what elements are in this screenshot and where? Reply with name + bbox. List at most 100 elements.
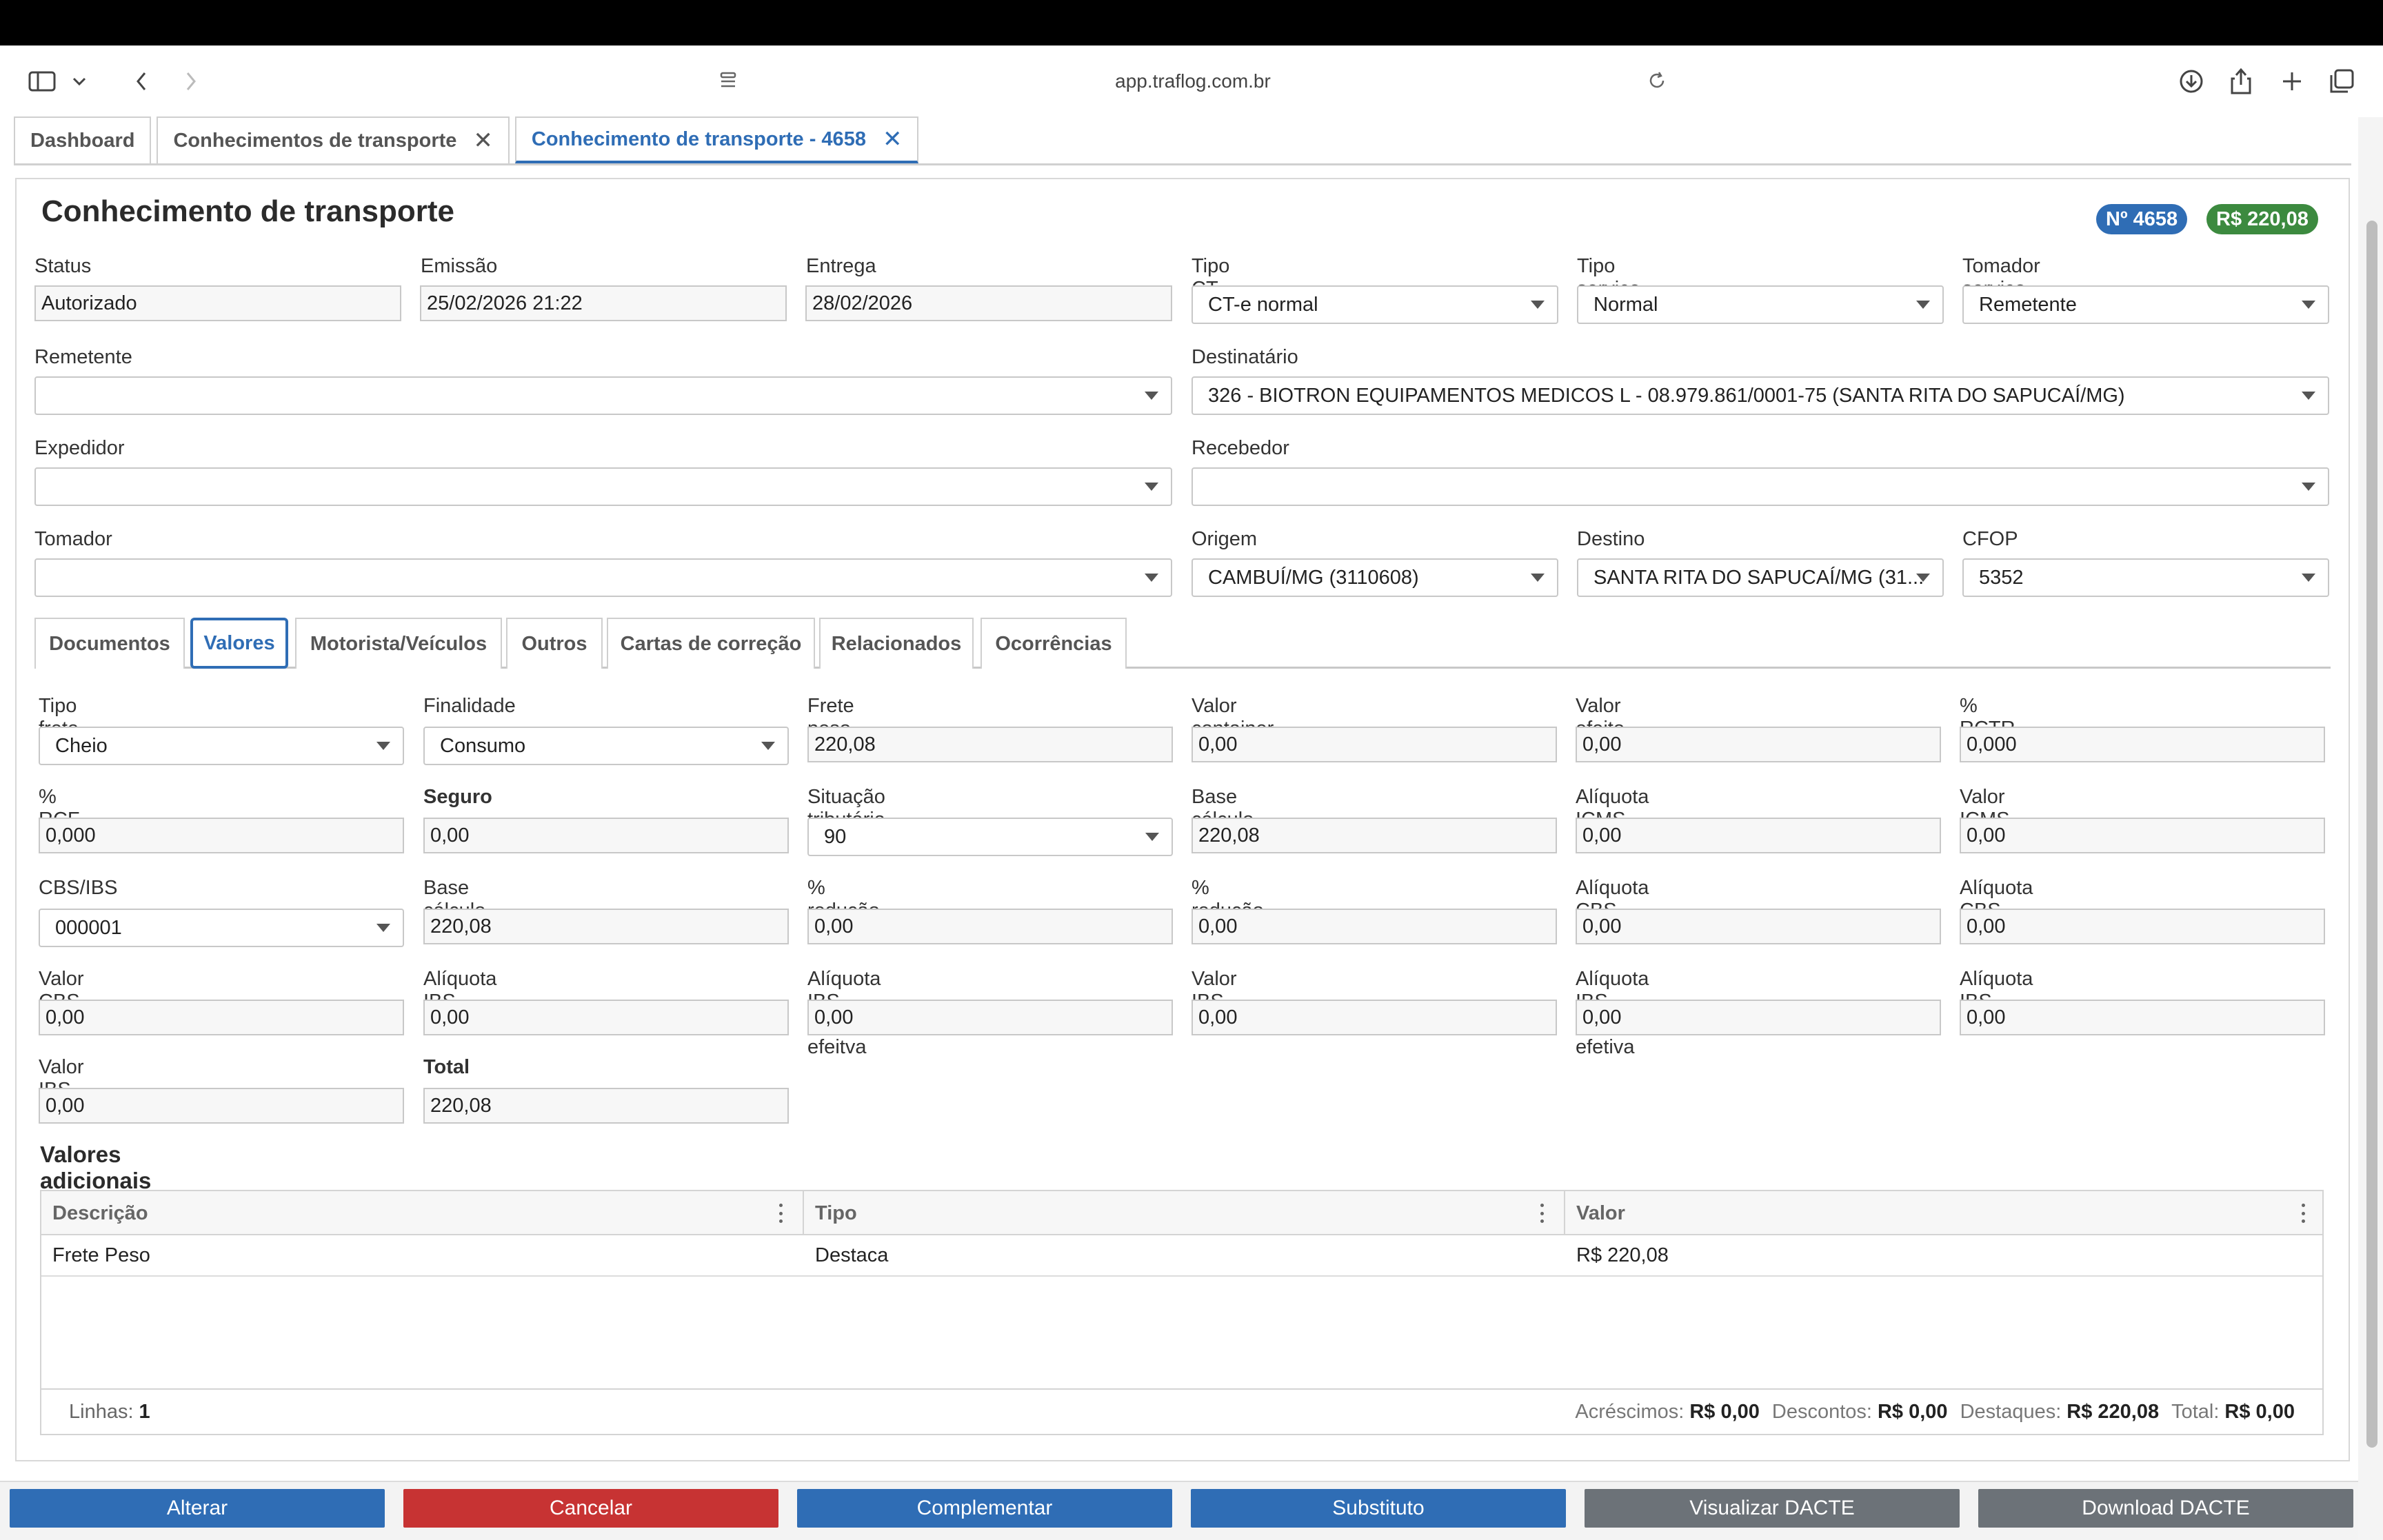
rcf-dc-field[interactable]: 0,000 bbox=[39, 818, 404, 853]
column-header-descricao[interactable]: Descrição bbox=[41, 1191, 148, 1235]
aliquota-cbs-efetiva-field[interactable]: 0,00 bbox=[1960, 909, 2325, 944]
origem-select[interactable]: CAMBUÍ/MG (3110608) bbox=[1192, 558, 1558, 597]
tab-dashboard[interactable]: Dashboard bbox=[14, 116, 152, 163]
column-divider[interactable] bbox=[1564, 1191, 1565, 1235]
total-field[interactable]: 220,08 bbox=[423, 1088, 789, 1124]
column-divider[interactable] bbox=[803, 1191, 804, 1235]
grid-totals: Acréscimos: R$ 0,00 Descontos: R$ 0,00 Des… bbox=[1575, 1390, 2295, 1434]
reload-icon[interactable] bbox=[1647, 70, 1667, 94]
scrollbar-thumb[interactable] bbox=[2366, 221, 2377, 1448]
tab-outros[interactable]: Outros bbox=[506, 618, 603, 669]
reducao-ibs-field[interactable]: 0,00 bbox=[1192, 909, 1557, 944]
column-label: Descrição bbox=[52, 1202, 148, 1224]
sidebar-icon[interactable] bbox=[26, 65, 58, 98]
grid-header: Descrição Tipo Valor bbox=[41, 1191, 2322, 1235]
rctr-c-field[interactable]: 0,000 bbox=[1960, 727, 2325, 762]
back-icon[interactable] bbox=[131, 65, 152, 98]
row-count: Linhas: 1 bbox=[69, 1390, 150, 1434]
cbs-ibs-select[interactable]: 000001 bbox=[39, 909, 404, 947]
cancelar-button[interactable]: Cancelar bbox=[403, 1489, 778, 1528]
chevron-down-icon bbox=[2302, 574, 2315, 582]
aliquota-icms-field[interactable]: 0,00 bbox=[1576, 818, 1941, 853]
situacao-tributaria-value: 90 bbox=[824, 825, 847, 848]
chevron-down-icon bbox=[2302, 483, 2315, 491]
action-bar: Alterar Cancelar Complementar Substituto… bbox=[0, 1481, 2358, 1540]
tipo-servico-select[interactable]: Normal bbox=[1577, 285, 1944, 324]
tab-conhecimento-4658[interactable]: Conhecimento de transporte - 4658 ✕ bbox=[514, 116, 919, 163]
chevron-down-icon bbox=[1531, 574, 1545, 582]
column-header-valor[interactable]: Valor bbox=[1565, 1191, 1625, 1235]
valores-adicionais-title: Valores adicionais bbox=[40, 1142, 152, 1193]
frete-peso-field[interactable]: 220,08 bbox=[807, 727, 1173, 762]
close-icon[interactable]: ✕ bbox=[473, 128, 493, 154]
aliquota-cbs-field[interactable]: 0,00 bbox=[1576, 909, 1941, 944]
close-icon[interactable]: ✕ bbox=[882, 126, 903, 152]
column-menu-icon[interactable] bbox=[1539, 1204, 1545, 1223]
cfop-select[interactable]: 5352 bbox=[1962, 558, 2329, 597]
tab-label: Motorista/Veículos bbox=[310, 632, 487, 655]
base-calculo-icms-field[interactable]: 220,08 bbox=[1192, 818, 1557, 853]
tab-label: Conhecimento de transporte - 4658 bbox=[531, 128, 866, 150]
aliquota-ibs-cidade-efetiva-field[interactable]: 0,00 bbox=[1576, 1000, 1941, 1035]
table-row[interactable]: Frete Peso Destaca R$ 220,08 bbox=[41, 1235, 2322, 1277]
entrega-field[interactable]: 28/02/2026 bbox=[805, 285, 1172, 321]
chevron-down-icon[interactable] bbox=[69, 65, 90, 98]
column-header-tipo[interactable]: Tipo bbox=[804, 1191, 857, 1235]
visualizar-dacte-button[interactable]: Visualizar DACTE bbox=[1585, 1489, 1960, 1528]
seguro-field[interactable]: 0,00 bbox=[423, 818, 789, 853]
column-label: Tipo bbox=[815, 1202, 857, 1224]
tab-conhecimentos[interactable]: Conhecimentos de transporte ✕ bbox=[157, 116, 510, 163]
valor-ibs-cidade-field[interactable]: 0,00 bbox=[39, 1088, 404, 1124]
descontos-value: R$ 0,00 bbox=[1877, 1400, 1948, 1423]
tabs-overview-icon[interactable] bbox=[2328, 65, 2355, 98]
address-bar[interactable]: app.traflog.com.br bbox=[710, 59, 1676, 103]
number-badge: Nº 4658 bbox=[2096, 204, 2188, 234]
destino-select[interactable]: SANTA RITA DO SAPUCAÍ/MG (31... bbox=[1577, 558, 1944, 597]
situacao-tributaria-select[interactable]: 90 bbox=[807, 818, 1173, 856]
remetente-select[interactable] bbox=[34, 376, 1172, 415]
emissao-label: Emissão bbox=[421, 255, 498, 277]
column-menu-icon[interactable] bbox=[778, 1204, 783, 1223]
aliquota-ibs-cidade-field[interactable]: 0,00 bbox=[1960, 1000, 2325, 1035]
download-dacte-button[interactable]: Download DACTE bbox=[1978, 1489, 2353, 1528]
chevron-down-icon bbox=[1145, 833, 1159, 841]
tab-motorista-veiculos[interactable]: Motorista/Veículos bbox=[295, 618, 502, 669]
substituto-button[interactable]: Substituto bbox=[1191, 1489, 1566, 1528]
tipo-frete-select[interactable]: Cheio bbox=[39, 727, 404, 765]
page-settings-icon[interactable] bbox=[718, 70, 738, 94]
emissao-field[interactable]: 25/02/2026 21:22 bbox=[420, 285, 787, 321]
recebedor-select[interactable] bbox=[1192, 467, 2329, 506]
base-calculo-cbs-ibs-field[interactable]: 220,08 bbox=[423, 909, 789, 944]
aliquota-ibs-estado-efetiva-field[interactable]: 0,00 bbox=[807, 1000, 1173, 1035]
reducao-cbs-field[interactable]: 0,00 bbox=[807, 909, 1173, 944]
tab-relacionados[interactable]: Relacionados bbox=[819, 618, 974, 669]
valor-efeito-seguro-field[interactable]: 0,00 bbox=[1576, 727, 1941, 762]
column-menu-icon[interactable] bbox=[2300, 1204, 2306, 1223]
tomador-servico-select[interactable]: Remetente bbox=[1962, 285, 2329, 324]
aliquota-ibs-estado-field[interactable]: 0,00 bbox=[423, 1000, 789, 1035]
complementar-button[interactable]: Complementar bbox=[797, 1489, 1172, 1528]
tomador-select[interactable] bbox=[34, 558, 1172, 597]
tipo-cte-select[interactable]: CT-e normal bbox=[1192, 285, 1558, 324]
grid-footer: Linhas: 1 Acréscimos: R$ 0,00 Descontos: R$… bbox=[41, 1388, 2322, 1434]
alterar-button[interactable]: Alterar bbox=[10, 1489, 385, 1528]
tab-cartas-correcao[interactable]: Cartas de correção bbox=[607, 618, 815, 669]
new-tab-icon[interactable] bbox=[2278, 65, 2306, 98]
forward-icon[interactable] bbox=[181, 65, 201, 98]
tipo-cte-value: CT-e normal bbox=[1208, 293, 1318, 316]
destaques-value: R$ 220,08 bbox=[2067, 1400, 2160, 1423]
tab-ocorrencias[interactable]: Ocorrências bbox=[981, 618, 1127, 669]
download-icon[interactable] bbox=[2178, 65, 2205, 98]
destinatario-select[interactable]: 326 - BIOTRON EQUIPAMENTOS MEDICOS L - 0… bbox=[1192, 376, 2329, 415]
tab-documentos[interactable]: Documentos bbox=[34, 618, 185, 669]
valor-container-field[interactable]: 0,00 bbox=[1192, 727, 1557, 762]
chevron-down-icon bbox=[1916, 301, 1930, 309]
status-field[interactable]: Autorizado bbox=[34, 285, 401, 321]
tab-valores[interactable]: Valores bbox=[190, 618, 288, 669]
valor-cbs-field[interactable]: 0,00 bbox=[39, 1000, 404, 1035]
valor-ibs-estado-field[interactable]: 0,00 bbox=[1192, 1000, 1557, 1035]
share-icon[interactable] bbox=[2227, 65, 2255, 98]
finalidade-select[interactable]: Consumo bbox=[423, 727, 789, 765]
expedidor-select[interactable] bbox=[34, 467, 1172, 506]
valor-icms-field[interactable]: 0,00 bbox=[1960, 818, 2325, 853]
